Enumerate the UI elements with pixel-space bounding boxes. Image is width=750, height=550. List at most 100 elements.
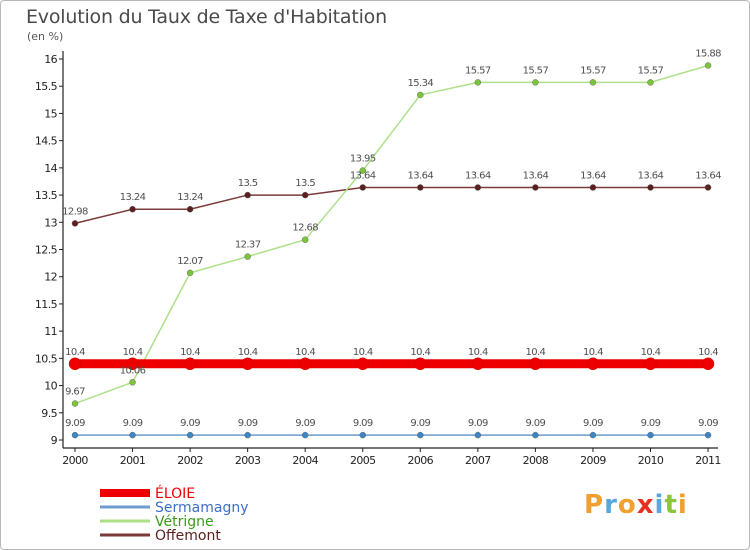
legend-label: Offemont [155, 528, 221, 544]
data-label: 10.4 [180, 347, 200, 358]
data-label: 13.95 [350, 154, 376, 165]
legend-label: Sermamagny [155, 500, 249, 516]
data-point [244, 431, 251, 439]
logo-letter: P [584, 490, 605, 520]
data-point [244, 191, 251, 199]
data-point [471, 357, 485, 371]
data-label: 13.64 [350, 170, 376, 181]
x-tick-label: 2002 [177, 454, 203, 467]
data-point [186, 206, 194, 213]
data-point [417, 431, 424, 439]
data-label: 10.4 [295, 347, 315, 358]
data-label: 13.64 [580, 170, 606, 181]
y-tick-label: 15.5 [35, 80, 58, 93]
series-line-2 [74, 64, 709, 405]
data-point [704, 431, 712, 439]
data-label: 13.64 [638, 170, 664, 181]
data-label: 10.4 [238, 347, 258, 358]
y-tick-label: 15 [44, 107, 57, 120]
y-tick-label: 10.5 [35, 352, 58, 365]
data-label: 13.64 [523, 170, 549, 181]
data-label: 12.07 [177, 256, 203, 267]
logo-letter: t [664, 490, 678, 520]
data-label: 10.4 [123, 347, 143, 358]
data-point [359, 167, 366, 174]
data-label: 15.57 [523, 65, 549, 76]
data-label: 9.67 [65, 387, 85, 398]
data-point [704, 184, 712, 191]
chart-title: Evolution du Taux de Taxe d'Habitation [26, 6, 387, 28]
data-label: 15.57 [638, 65, 664, 76]
data-label: 13.64 [465, 170, 491, 181]
data-label: 9.09 [468, 418, 488, 429]
data-label: 9.09 [123, 418, 143, 429]
data-point [532, 184, 539, 191]
data-point [126, 357, 139, 371]
data-point [71, 220, 79, 227]
logo-letter: r [604, 490, 618, 520]
data-label: 9.09 [698, 418, 718, 429]
data-label: 10.4 [65, 347, 85, 358]
y-tick-label: 10 [44, 380, 57, 393]
data-label: 10.4 [583, 347, 603, 358]
data-label: 15.57 [580, 65, 606, 76]
data-point [647, 431, 654, 439]
x-tick-label: 2001 [120, 454, 146, 467]
data-label: 13.5 [295, 178, 315, 189]
y-tick-label: 16 [44, 53, 57, 66]
data-point [359, 431, 366, 439]
data-label: 9.09 [65, 418, 85, 429]
data-point [129, 431, 136, 439]
data-point [644, 357, 657, 371]
data-point [474, 184, 482, 191]
y-tick-label: 14.5 [35, 135, 58, 148]
data-point [356, 357, 369, 371]
data-point [244, 253, 251, 260]
x-tick-label: 2009 [580, 454, 606, 467]
data-point [129, 379, 136, 386]
unit-label: (en %) [27, 30, 64, 43]
data-point [359, 184, 366, 191]
data-point [589, 184, 597, 191]
data-point [302, 191, 309, 199]
logo-letter: o [617, 490, 637, 520]
data-label: 9.09 [641, 418, 661, 429]
data-label: 13.24 [177, 192, 203, 203]
data-point [129, 206, 136, 213]
data-point [241, 357, 254, 371]
data-point [529, 357, 542, 371]
data-point [302, 431, 309, 439]
data-point [417, 184, 424, 191]
data-point [589, 79, 597, 86]
data-point [71, 431, 79, 439]
data-point [68, 357, 82, 371]
data-point [532, 431, 539, 439]
data-label: 12.68 [292, 223, 318, 234]
y-tick-label: 14 [44, 162, 57, 175]
data-point [532, 79, 539, 86]
data-point [183, 357, 197, 371]
x-tick-label: 2010 [638, 454, 664, 467]
data-point [414, 357, 427, 371]
data-label: 10.06 [120, 365, 146, 376]
data-label: 12.37 [235, 240, 261, 251]
series-line-3 [74, 186, 709, 225]
data-point [474, 431, 482, 439]
data-point [186, 431, 194, 439]
legend-label: Vétrigne [155, 514, 214, 530]
data-label: 9.09 [180, 418, 200, 429]
data-point [586, 357, 600, 371]
data-point [302, 236, 309, 243]
logo-letter: i [677, 490, 688, 520]
data-label: 12.98 [62, 206, 88, 217]
x-tick-label: 2004 [292, 454, 318, 467]
data-label: 13.5 [238, 178, 258, 189]
x-tick-label: 2011 [695, 454, 721, 467]
x-tick-label: 2006 [407, 454, 433, 467]
data-point [186, 269, 194, 277]
data-label: 10.4 [353, 347, 373, 358]
data-point [647, 184, 654, 191]
data-label: 9.09 [353, 418, 373, 429]
y-tick-label: 12 [44, 271, 57, 284]
